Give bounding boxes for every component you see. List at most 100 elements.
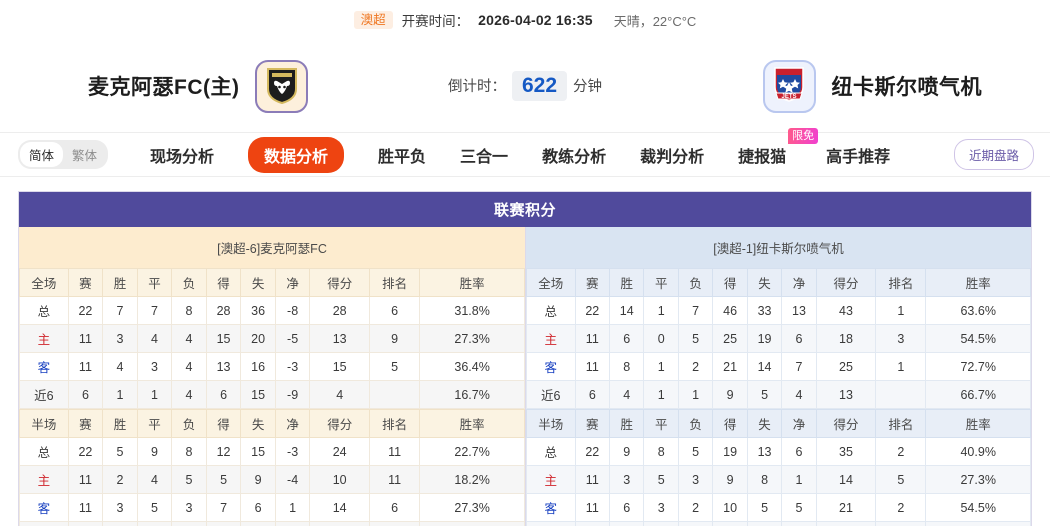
column-header: 胜率 <box>925 268 1031 297</box>
table-cell: 5 <box>136 493 173 522</box>
table-cell: 5 <box>205 465 242 494</box>
table-cell: 6 <box>609 324 645 353</box>
tab-win-draw-lose[interactable]: 胜平负 <box>378 148 427 166</box>
column-header-section: 全场 <box>19 268 69 297</box>
table-cell: 2 <box>875 493 927 522</box>
row-label: 近6 <box>19 380 69 409</box>
table-cell: 27.3% <box>925 465 1031 494</box>
table-cell: 3 <box>643 493 679 522</box>
table-cell: 72.7% <box>925 352 1031 381</box>
tab-jiebaomao[interactable]: 捷报猫 限免 <box>738 127 819 167</box>
table-cell: 15 <box>240 380 276 409</box>
nav-tabs: 现场分析 数据分析 胜平负 三合一 教练分析 裁判分析 捷报猫 限免 高手推荐 <box>150 127 891 173</box>
table-row: 近6 6 4 1 1 9 5 4 13 66.7% <box>526 380 1031 409</box>
column-header: 得分 <box>815 268 877 297</box>
table-cell: 5 <box>781 493 817 522</box>
column-header: 胜 <box>609 409 645 438</box>
table-cell: 13 <box>205 352 242 381</box>
column-header: 赛 <box>67 268 104 297</box>
table-cell: 1 <box>643 296 679 325</box>
table-cell: 7 <box>205 493 242 522</box>
home-team-name: 麦克阿瑟FC(主) <box>88 76 240 99</box>
table-cell: 24 <box>309 437 371 466</box>
table-cell: -8 <box>274 296 311 325</box>
table-cell: 14 <box>746 352 783 381</box>
home-team[interactable]: 麦克阿瑟FC(主) <box>88 59 309 113</box>
row-label: 近6 <box>526 521 576 526</box>
table-cell: 18 <box>815 324 877 353</box>
table-cell: 7 <box>781 352 817 381</box>
row-label: 客 <box>19 493 69 522</box>
table-row: 主 11 2 4 5 5 9 -4 10 11 18.2% <box>19 465 525 494</box>
column-header: 赛 <box>67 409 104 438</box>
table-cell: 9 <box>712 465 748 494</box>
column-header: 排名 <box>369 268 421 297</box>
countdown-unit: 分钟 <box>573 79 603 96</box>
weather-info: 天晴，22°C°C <box>613 13 697 29</box>
table-cell: 15 <box>205 324 242 353</box>
table-cell: 4 <box>171 352 207 381</box>
away-team[interactable]: JETS 纽卡斯尔喷气机 <box>762 59 983 113</box>
table-cell: 9 <box>609 437 645 466</box>
kickoff-label: 开赛时间： <box>401 14 470 29</box>
tab-expert-recommend[interactable]: 高手推荐 <box>826 148 891 166</box>
row-label: 主 <box>526 465 576 494</box>
table-cell: 19 <box>746 324 783 353</box>
table-cell: 4 <box>309 380 371 409</box>
table-row: 总 22 7 7 8 28 36 -8 28 6 31.8% <box>19 296 525 325</box>
table-cell: 6 <box>609 493 645 522</box>
recent-odds-button[interactable]: 近期盘路 <box>953 139 1034 170</box>
table-cell: 2 <box>609 521 645 526</box>
table-cell: 40.9% <box>925 437 1031 466</box>
table-cell: 1 <box>781 521 817 526</box>
table-cell: 1 <box>875 352 927 381</box>
row-label: 近6 <box>19 521 69 526</box>
table-cell: 19 <box>712 437 748 466</box>
table-cell: -9 <box>274 380 311 409</box>
lang-option-simplified[interactable]: 简体 <box>20 142 64 167</box>
table-cell: 9 <box>712 380 748 409</box>
row-label: 主 <box>19 465 69 494</box>
table-cell: 10 <box>712 493 748 522</box>
column-header: 得 <box>205 268 242 297</box>
tab-jiebaomao-label: 捷报猫 <box>738 148 787 166</box>
table-cell: 8 <box>171 296 207 325</box>
table-cell: 11 <box>574 493 611 522</box>
tab-referee-analysis[interactable]: 裁判分析 <box>640 148 705 166</box>
table-cell: 6 <box>205 380 242 409</box>
table-cell: 8 <box>643 437 679 466</box>
table-cell: 54.5% <box>925 493 1031 522</box>
table-cell: 5 <box>102 437 138 466</box>
tab-live-analysis[interactable]: 现场分析 <box>150 148 215 166</box>
column-header: 胜 <box>609 268 645 297</box>
table-row: 近6 6 1 1 4 6 15 -9 4 16.7% <box>19 380 525 409</box>
table-cell: 4 <box>136 324 173 353</box>
tab-data-analysis[interactable]: 数据分析 <box>248 136 345 173</box>
limited-free-badge: 限免 <box>788 127 819 145</box>
table-cell: 21 <box>815 493 877 522</box>
away-half-table: 半场赛胜平负得失净得分 排名 胜率 总 22 9 8 5 19 13 6 35 2 40.9% 主 11 3 5… <box>526 409 1031 526</box>
svg-text:JETS: JETS <box>781 94 796 100</box>
table-cell: 4 <box>136 465 173 494</box>
tab-three-in-one[interactable]: 三合一 <box>460 148 509 166</box>
column-header: 得分 <box>815 409 877 438</box>
table-cell: 22 <box>67 296 104 325</box>
table-cell: 11 <box>574 324 611 353</box>
table-cell: 27.3% <box>419 324 525 353</box>
lang-option-traditional[interactable]: 繁体 <box>72 149 98 163</box>
table-row: 客 11 3 5 3 7 6 1 14 6 27.3% <box>19 493 525 522</box>
row-label: 总 <box>19 296 69 325</box>
table-cell: 5 <box>677 437 714 466</box>
language-toggle[interactable]: 简体 繁体 <box>18 140 109 169</box>
column-header: 净 <box>274 409 311 438</box>
row-label: 客 <box>19 352 69 381</box>
table-cell: 36.4% <box>419 352 525 381</box>
table-cell: 13 <box>309 324 371 353</box>
table-cell: 16 <box>240 352 276 381</box>
table-cell: 1 <box>102 380 138 409</box>
table-cell: 3 <box>609 465 645 494</box>
table-cell: -4 <box>274 465 311 494</box>
tab-coach-analysis[interactable]: 教练分析 <box>542 148 607 166</box>
row-label: 主 <box>19 324 69 353</box>
column-header: 排名 <box>369 409 421 438</box>
